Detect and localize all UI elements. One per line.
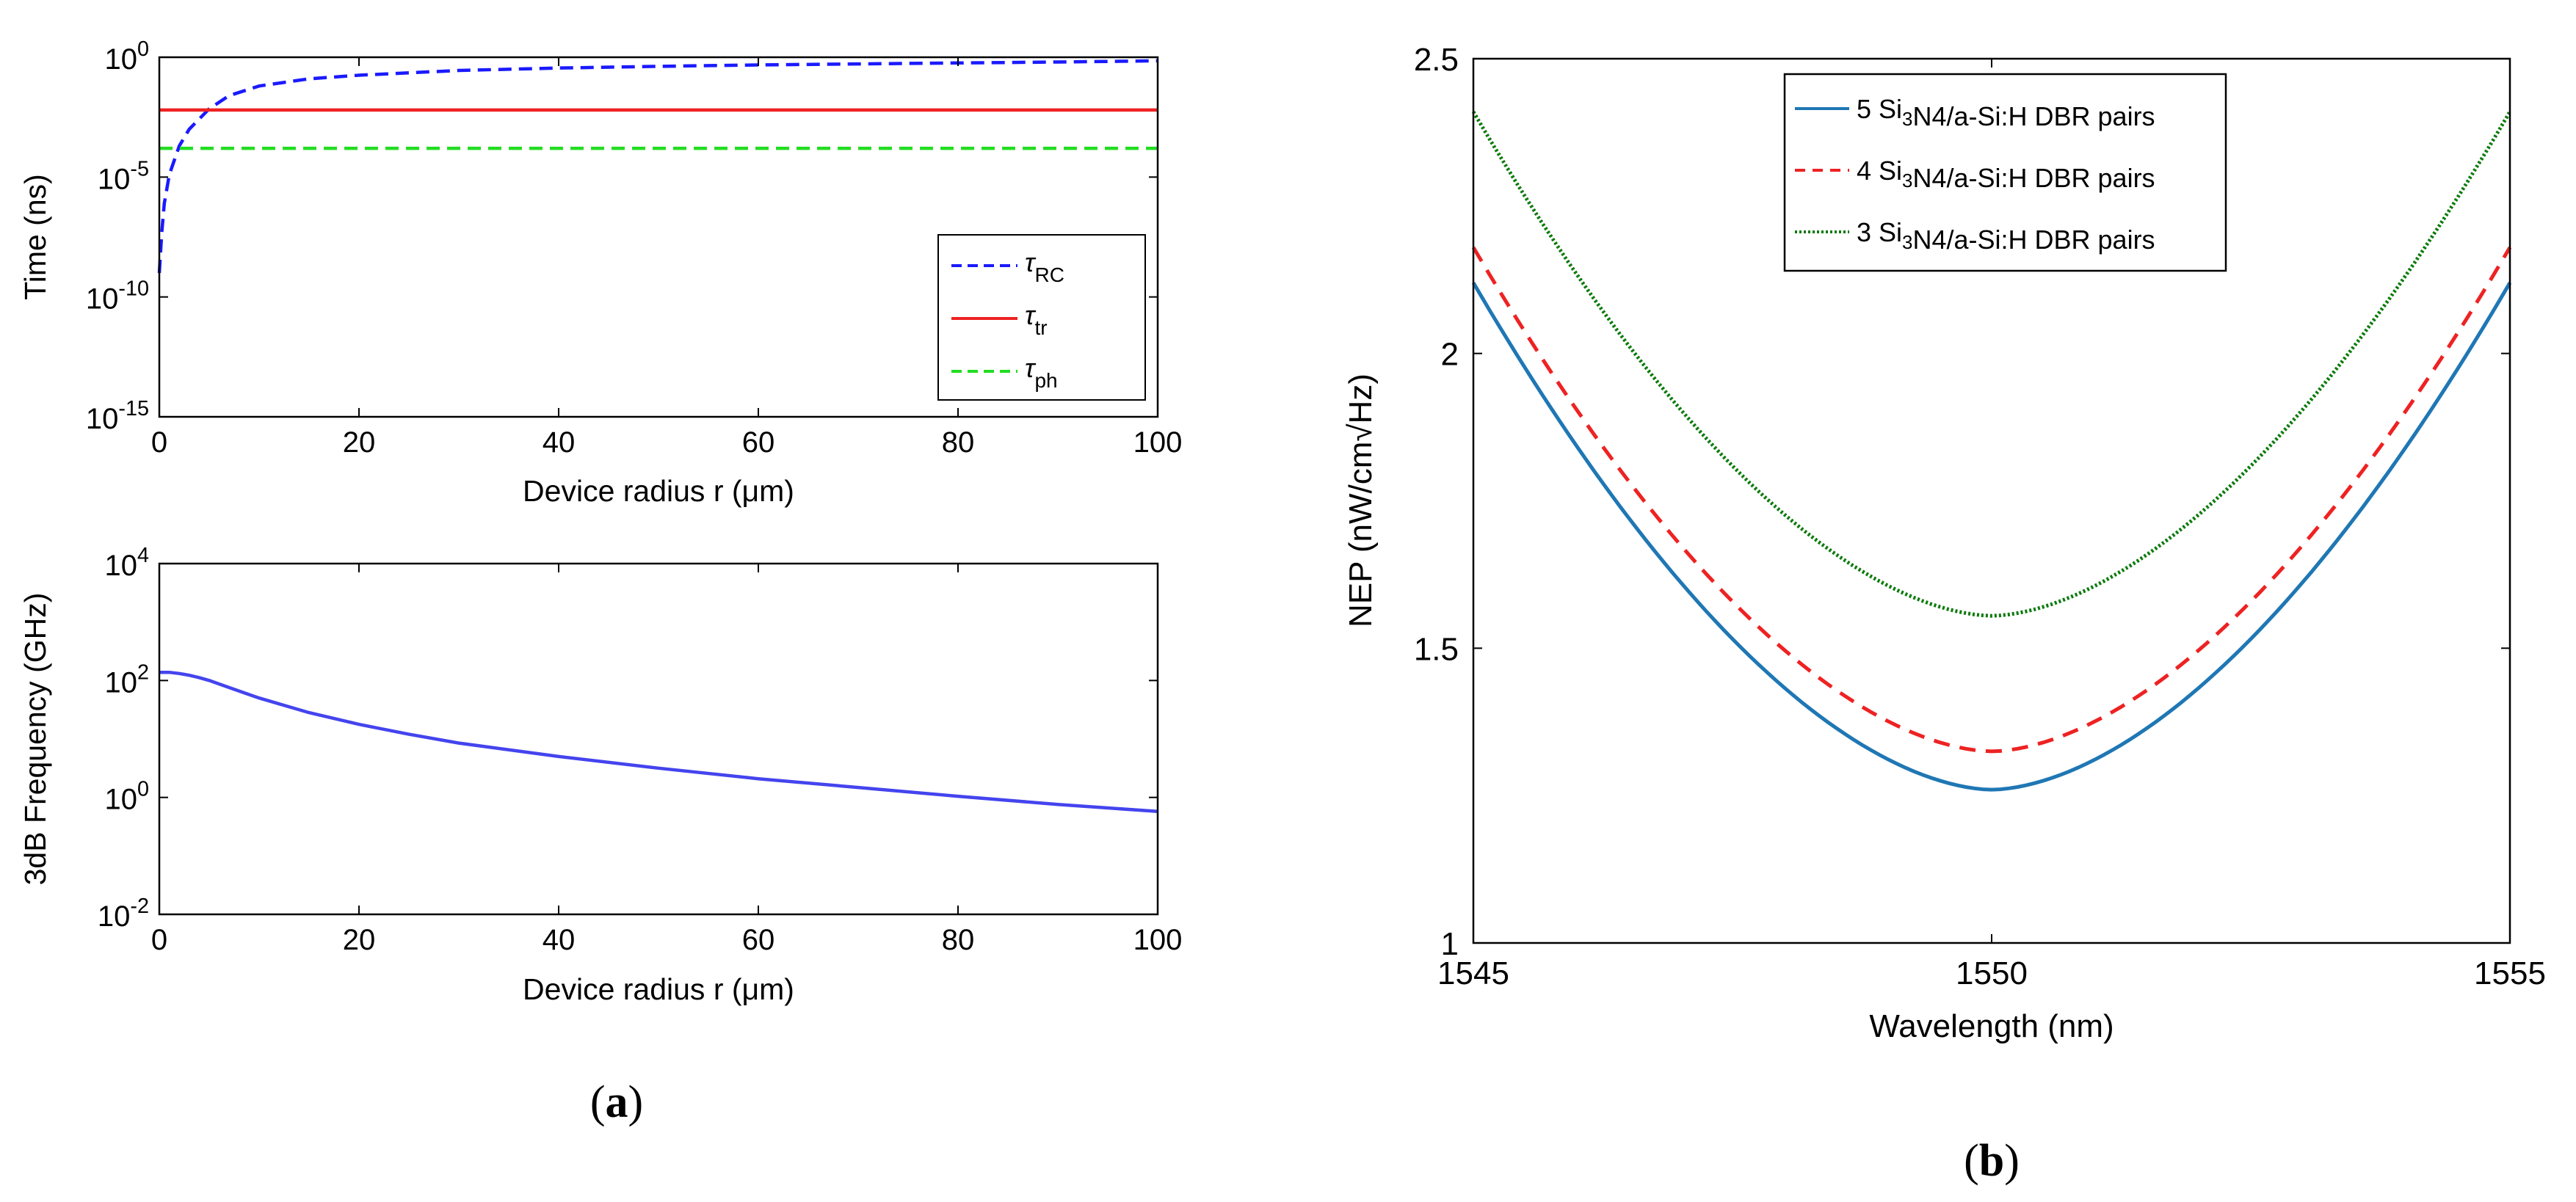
- series-line-5-pairs: [1471, 282, 2512, 792]
- legend: τRC τtr τph: [937, 234, 1146, 401]
- x-tick-label: 100: [1133, 426, 1183, 459]
- y-tick-label: 2.5: [1414, 42, 1459, 78]
- legend-label: 4 Si3N4/a-Si:H DBR pairs: [1857, 156, 2155, 193]
- x-tick-label: 40: [543, 426, 576, 459]
- x-axis-label: Device radius r (μm): [523, 474, 794, 508]
- x-tick-label: 20: [343, 924, 376, 956]
- series-line-4-pairs: [1471, 246, 2512, 754]
- panel-label-b: (b): [1964, 1136, 2020, 1186]
- x-tick-label: 0: [151, 924, 167, 956]
- x-tick-label: 0: [151, 426, 167, 459]
- y-axis-label: 3dB Frequency (GHz): [18, 593, 52, 886]
- y-tick-label: 10-5: [98, 157, 149, 195]
- y-tick-label: 2: [1441, 337, 1459, 373]
- legend-label: τph: [1025, 353, 1058, 392]
- legend-label: τtr: [1025, 300, 1048, 339]
- legend-box: [1783, 73, 2227, 272]
- plot-frame: [158, 562, 1159, 916]
- series-line-rc: [157, 59, 1158, 274]
- y-axis-label: Time (ns): [18, 174, 52, 300]
- y-tick-label: 100: [104, 778, 149, 816]
- x-tick-label: 80: [942, 924, 975, 956]
- plot-frame: [158, 56, 1159, 418]
- panel-label-a: (a): [590, 1077, 643, 1127]
- x-tick-label: 1545: [1437, 955, 1509, 991]
- x-axis-label: Wavelength (nm): [1869, 1008, 2114, 1044]
- chart-b: 1545 1550 1555 1 1.5 2 2.5 Wavelength (nm) NEP…: [1343, 42, 2546, 1044]
- x-tick-label: 20: [343, 426, 376, 459]
- y-tick-label: 104: [104, 544, 149, 582]
- y-tick-label: 102: [104, 660, 149, 699]
- x-tick-label: 100: [1133, 924, 1183, 956]
- y-tick-label: 10-10: [86, 277, 149, 316]
- x-tick-label: 80: [942, 426, 975, 459]
- legend: 5 Si3N4/a-Si:H DBR pairs 4 Si3N4/a-Si:H D…: [1783, 73, 2227, 272]
- y-tick-label: 1: [1441, 926, 1459, 962]
- x-axis-label: Device radius r (μm): [523, 972, 794, 1006]
- x-tick-label: 1550: [1956, 955, 2028, 991]
- chart-a-top: 0 20 40 60 80 100 10-15 10-10 10-5 100 Device rad…: [18, 37, 1182, 508]
- series-line-f3db: [159, 670, 1158, 814]
- legend-label: 5 Si3N4/a-Si:H DBR pairs: [1857, 94, 2155, 131]
- x-tick-label: 1555: [2474, 955, 2546, 991]
- chart-a-bottom: 0 20 40 60 80 100 10-2 100 102 104 Device radius …: [18, 544, 1182, 1006]
- y-tick-label: 1.5: [1414, 631, 1459, 667]
- legend-label: 3 Si3N4/a-Si:H DBR pairs: [1857, 217, 2155, 255]
- x-tick-label: 40: [543, 924, 576, 956]
- y-tick-label: 10-15: [86, 397, 149, 435]
- y-tick-label: 10-2: [98, 895, 149, 933]
- legend-label: τRC: [1025, 247, 1064, 286]
- y-axis-label: NEP (nW/cm√Hz): [1343, 374, 1379, 627]
- x-tick-label: 60: [742, 426, 775, 459]
- series-line-3-pairs: [1471, 111, 2512, 618]
- y-tick-label: 100: [104, 37, 149, 76]
- x-tick-label: 60: [742, 924, 775, 956]
